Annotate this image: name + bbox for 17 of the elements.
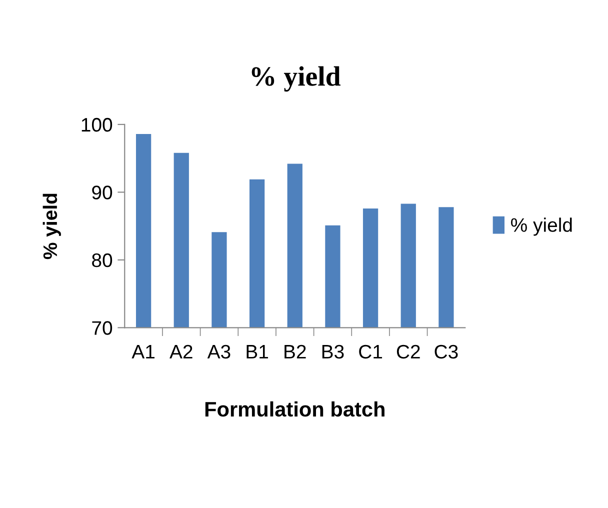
x-tick-label: C2 [396,344,420,359]
x-tick-label: A1 [132,345,154,358]
y-axis-title: % yield [42,194,61,260]
x-tick-label: B1 [246,345,268,358]
x-tick-label: C1 [359,344,382,359]
x-tick-label: B2 [284,344,306,358]
x-tick-label: C3 [434,344,458,359]
chart-title: % yield [252,66,340,92]
legend-label: % yield [511,218,572,236]
x-tick-label: B3 [322,344,344,359]
y-tick-label: 100 [82,118,112,132]
x-axis-title: Formulation batch [205,401,384,417]
y-tick-label: 70 [92,321,112,335]
x-tick-label: A3 [207,344,230,359]
y-tick-label: 90 [92,186,112,200]
x-tick-label: A2 [170,344,192,358]
y-tick-label: 80 [92,253,112,268]
